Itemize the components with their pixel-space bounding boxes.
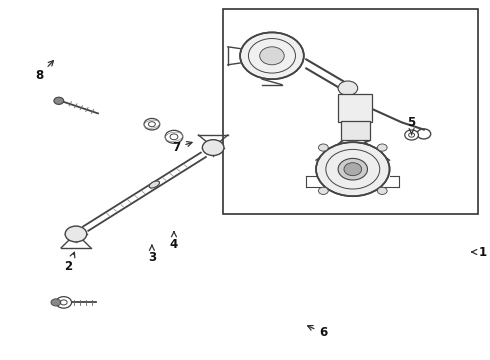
Circle shape: [65, 226, 87, 242]
Text: 6: 6: [308, 325, 327, 339]
Circle shape: [338, 158, 368, 180]
Circle shape: [165, 130, 183, 143]
Circle shape: [260, 47, 284, 65]
Circle shape: [405, 130, 418, 140]
Text: 3: 3: [148, 245, 156, 264]
Circle shape: [377, 144, 387, 151]
Text: 1: 1: [472, 246, 487, 258]
Bar: [338, 94, 372, 122]
Circle shape: [56, 297, 72, 308]
Circle shape: [316, 142, 390, 196]
Bar: [341, 121, 370, 140]
Text: 4: 4: [170, 232, 178, 251]
Text: 8: 8: [35, 60, 53, 82]
Ellipse shape: [149, 181, 160, 188]
Text: 7: 7: [172, 141, 192, 154]
Circle shape: [344, 163, 362, 176]
Circle shape: [338, 81, 358, 95]
Circle shape: [318, 187, 328, 194]
Circle shape: [54, 97, 64, 104]
Circle shape: [377, 187, 387, 194]
Circle shape: [240, 32, 304, 79]
Circle shape: [318, 144, 328, 151]
Text: 2: 2: [65, 252, 75, 273]
Bar: [223, 9, 478, 214]
Text: 5: 5: [408, 116, 416, 135]
Circle shape: [51, 299, 61, 306]
Circle shape: [202, 140, 224, 156]
Circle shape: [144, 118, 160, 130]
